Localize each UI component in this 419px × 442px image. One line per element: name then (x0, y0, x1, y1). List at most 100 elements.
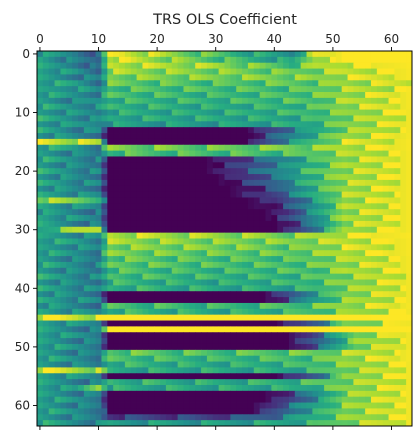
heatmap-cell (329, 326, 337, 333)
heatmap-cell (312, 261, 319, 269)
heatmap-cell (247, 133, 255, 140)
heatmap-cell (382, 402, 389, 409)
heatmap-cell (388, 367, 395, 374)
heatmap-cell (171, 226, 179, 234)
heatmap-cell (177, 133, 184, 140)
heatmap-cell (165, 56, 173, 64)
heatmap-cell (142, 191, 149, 198)
heatmap-cell (394, 80, 401, 87)
heatmap-cell (353, 86, 360, 93)
heatmap-cell (341, 220, 348, 228)
heatmap-cell (247, 367, 255, 374)
heatmap-cell (347, 343, 354, 351)
heatmap-cell (294, 320, 302, 327)
heatmap-cell (406, 373, 413, 380)
heatmap-cell (312, 297, 319, 304)
heatmap-cell (347, 138, 354, 146)
heatmap-cell (66, 209, 73, 216)
heatmap-cell (89, 156, 96, 163)
heatmap-cell (294, 361, 302, 368)
heatmap-cell (206, 332, 214, 339)
heatmap-cell (312, 179, 319, 187)
heatmap-cell (253, 302, 261, 310)
heatmap-cell (329, 396, 337, 403)
heatmap-cell (78, 215, 85, 222)
heatmap-cell (370, 279, 378, 286)
heatmap-cell (124, 256, 132, 263)
heatmap-cell (388, 174, 395, 181)
heatmap-cell (335, 121, 343, 128)
heatmap-cell (130, 86, 138, 93)
heatmap-cell (142, 420, 149, 427)
heatmap-cell (124, 285, 132, 292)
heatmap-cell (294, 373, 302, 380)
heatmap-cell (294, 174, 302, 181)
heatmap-cell (365, 162, 372, 169)
heatmap-cell (171, 144, 179, 152)
heatmap-cell (165, 302, 173, 310)
heatmap-cell (265, 74, 272, 81)
heatmap-cell (382, 373, 389, 380)
heatmap-cell (195, 215, 202, 222)
heatmap-cell (83, 373, 91, 380)
heatmap-cell (271, 291, 278, 298)
heatmap-cell (78, 420, 85, 427)
heatmap-cell (312, 384, 319, 392)
heatmap-cell (370, 86, 378, 93)
heatmap-cell (218, 302, 225, 310)
heatmap-cell (148, 267, 155, 275)
heatmap-cell (271, 273, 278, 280)
heatmap-cell (72, 420, 79, 427)
heatmap-cell (382, 179, 389, 187)
heatmap-cell (312, 209, 319, 216)
heatmap-cell (113, 261, 120, 269)
heatmap-cell (119, 420, 126, 427)
heatmap-cell (195, 343, 202, 351)
heatmap-cell (37, 215, 44, 222)
heatmap-cell (206, 168, 214, 175)
heatmap-cell (365, 273, 372, 280)
heatmap-cell (335, 215, 343, 222)
heatmap-cell (353, 250, 360, 257)
heatmap-cell (101, 174, 108, 181)
heatmap-cell (107, 174, 114, 181)
heatmap-cell (201, 127, 208, 134)
heatmap-cell (154, 226, 161, 234)
heatmap-cell (259, 179, 266, 187)
heatmap-cell (242, 302, 249, 310)
heatmap-cell (83, 80, 91, 87)
heatmap-cell (324, 138, 331, 146)
heatmap-cell (277, 56, 284, 64)
heatmap-cell (37, 250, 44, 257)
heatmap-cell (130, 209, 138, 216)
heatmap-cell (230, 174, 237, 181)
heatmap-cell (283, 203, 290, 210)
heatmap-cell (37, 396, 44, 403)
heatmap-cell (306, 121, 313, 128)
heatmap-cell (400, 209, 407, 216)
heatmap-cell (119, 279, 126, 286)
heatmap-cell (60, 62, 67, 69)
heatmap-cell (376, 150, 384, 157)
heatmap-cell (113, 92, 120, 99)
heatmap-cell (171, 408, 179, 415)
heatmap-cell (382, 62, 389, 69)
heatmap-cell (288, 308, 296, 316)
heatmap-cell (376, 379, 384, 386)
heatmap-cell (42, 285, 50, 292)
heatmap-cell (195, 220, 202, 228)
heatmap-cell (365, 361, 372, 368)
heatmap-cell (388, 343, 395, 351)
heatmap-cell (277, 302, 284, 310)
heatmap-cell (206, 156, 214, 163)
heatmap-cell (247, 185, 255, 193)
heatmap-cell (353, 68, 360, 75)
heatmap-cell (130, 285, 138, 292)
heatmap-cell (230, 396, 237, 403)
heatmap-cell (247, 390, 255, 398)
heatmap-cell (271, 97, 278, 105)
heatmap-cell (253, 220, 261, 228)
heatmap-cell (253, 308, 261, 316)
heatmap-cell (288, 390, 296, 398)
heatmap-cell (382, 250, 389, 257)
